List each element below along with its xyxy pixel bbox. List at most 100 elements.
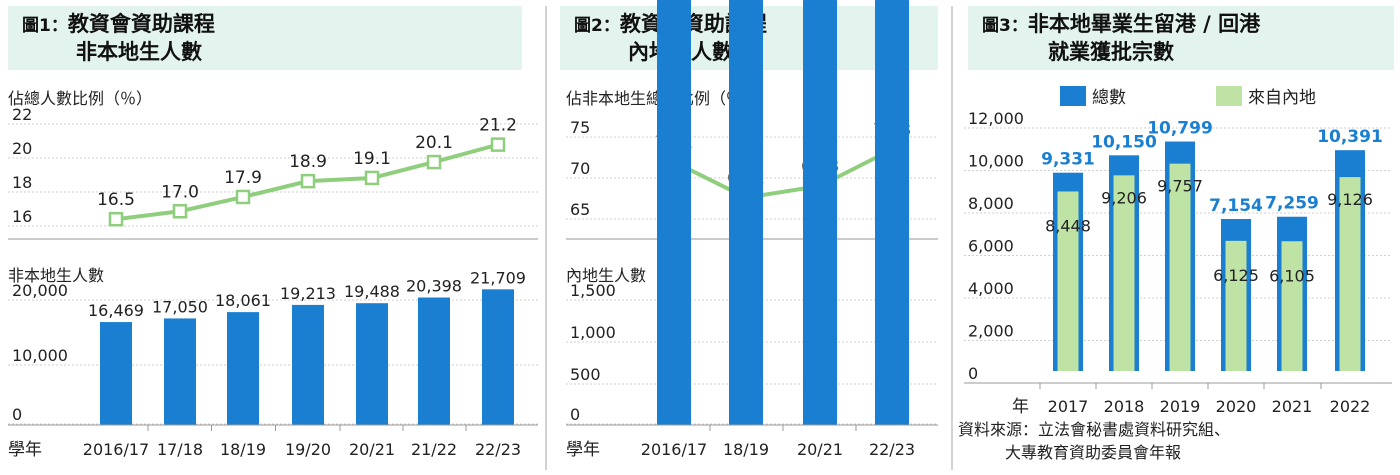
- chart1-line-point: [235, 189, 251, 205]
- chart3-bar-category-label: 2020: [1216, 397, 1257, 416]
- chart1-bar-bar: [227, 312, 259, 425]
- chart3-bar-legend-swatch: [1216, 86, 1242, 106]
- chart3-bar-category-label: 2021: [1272, 397, 1313, 416]
- chart3-bar-ytick-label: 0: [968, 364, 978, 383]
- chart3-bar-category-label: 2017: [1048, 397, 1089, 416]
- chart3-bar-data-label-mainland: 9,206: [1101, 188, 1147, 207]
- chart2-bar-category-label: 22/23: [869, 440, 915, 459]
- chart1-bar-category-label: 19/20: [285, 440, 331, 459]
- chart1-bar-category-label: 21/22: [411, 440, 457, 459]
- chart3-bar-ytick-label: 8,000: [968, 194, 1014, 213]
- chart1-line-ytick-label: 16: [12, 207, 32, 226]
- chart1-line-point: [108, 211, 124, 227]
- chart1-line-point: [300, 173, 316, 189]
- chart2-bar-ytick-label: 1,500: [570, 281, 616, 300]
- chart3-bar-ytick-label: 6,000: [968, 237, 1014, 256]
- chart3-title-line1: 非本地畢業生留港 / 回港: [1027, 12, 1261, 36]
- chart2-bar-category-label: 2016/17: [641, 440, 707, 459]
- chart3-bar-data-label-total: 10,391: [1317, 127, 1383, 147]
- chart2-bar-ylabel: 內地生人數: [566, 266, 646, 285]
- chart1-bar-bar: [482, 289, 514, 425]
- chart1-bar-data-label: 20,398: [406, 277, 462, 296]
- chart1-line-data-label: 16.5: [97, 190, 135, 210]
- chart1-bar-ytick-label: 20,000: [12, 281, 68, 300]
- chart1-line-point: [364, 170, 380, 186]
- chart3-bar-ytick-label: 4,000: [968, 279, 1014, 298]
- chart3-bar-data-label-mainland: 6,125: [1213, 266, 1259, 285]
- chart3-bar-data-label-mainland: 6,105: [1269, 266, 1315, 285]
- chart1-line-data-label: 19.1: [353, 149, 391, 169]
- chart1-line-ytick-label: 18: [12, 173, 32, 192]
- chart1-title-line2: 非本地生人數: [76, 40, 202, 64]
- chart3-bar-xlabel: 年: [1012, 397, 1029, 417]
- chart1-bar-data-label: 16,469: [88, 301, 144, 320]
- chart3-bar-data-label-total: 7,259: [1265, 194, 1319, 214]
- chart3-bar-bar-mainland: [1113, 175, 1135, 371]
- chart1-bar-category-label: 17/18: [157, 440, 203, 459]
- chart3-bar-bar-mainland: [1225, 240, 1247, 371]
- chart1-bar-category-label: 22/23: [475, 440, 521, 459]
- chart2-line-ytick-label: 65: [570, 200, 590, 219]
- chart2-bar-bar: [875, 0, 909, 425]
- chart2-bar-bar: [729, 0, 763, 426]
- chart3-bar-legend-label: 來自內地: [1248, 88, 1316, 108]
- chart2-bar-xlabel: 學年: [566, 440, 600, 460]
- chart3-title: 圖3：非本地畢業生留港 / 回港 就業獲批宗數: [968, 6, 1394, 70]
- chart1-bar-data-label: 18,061: [215, 291, 271, 310]
- chart2-bar-category-label: 20/21: [797, 440, 843, 459]
- chart3-bar-data-label-mainland: 8,448: [1045, 216, 1091, 235]
- chart2-bar-bar: [657, 0, 691, 425]
- chart1-bar-bar: [418, 297, 450, 425]
- chart1-bar-ylabel: 非本地生人數: [8, 266, 104, 285]
- chart3-bar-ytick-label: 2,000: [968, 322, 1014, 341]
- chart3-bar-legend-swatch: [1060, 86, 1086, 106]
- chart1-line-ytick-label: 22: [12, 105, 32, 124]
- chart1-line-data-label: 20.1: [415, 133, 453, 153]
- chart3-bar-ytick-label: 12,000: [968, 109, 1024, 128]
- chart1-bar-data-label: 17,050: [152, 297, 208, 316]
- chart3-bar-bar-mainland: [1057, 191, 1079, 371]
- chart3-bar-category-label: 2018: [1104, 397, 1145, 416]
- chart1-bar-bar: [356, 303, 388, 425]
- chart1-bar-ytick-label: 10,000: [12, 346, 68, 365]
- chart3-bar-ytick-label: 10,000: [968, 152, 1024, 171]
- chart1-bar-ytick-label: 0: [12, 405, 22, 424]
- chart3-bar-data-label-total: 9,331: [1041, 150, 1095, 170]
- chart1-line-ytick-label: 20: [12, 139, 32, 158]
- chart3-bar-category-label: 2019: [1160, 397, 1201, 416]
- chart1-line-point: [490, 137, 506, 152]
- chart2-line-ytick-label: 70: [570, 159, 590, 178]
- chart3-bar-category-label: 2022: [1330, 397, 1371, 416]
- chart1-title-line1: 教資會資助課程: [67, 12, 215, 36]
- chart3-bar-data-label-total: 10,150: [1091, 132, 1157, 152]
- chart1-title-prefix: 圖1：: [22, 16, 68, 36]
- chart3-title-line2: 就業獲批宗數: [1048, 40, 1174, 64]
- chart3-bar-bar-mainland: [1339, 177, 1361, 371]
- chart2-bar-ytick-label: 1,000: [570, 323, 616, 342]
- chart1-line-data-label: 17.9: [224, 168, 262, 188]
- chart1-bar-category-label: 2016/17: [83, 440, 149, 459]
- chart1-bar-xlabel: 學年: [8, 440, 42, 460]
- chart1-bar-category-label: 20/21: [349, 440, 395, 459]
- chart2-bar-category-label: 18/19: [723, 440, 769, 459]
- chart2-bar-bar: [803, 0, 837, 425]
- chart1-bar-bar: [164, 318, 196, 425]
- chart1-line-data-label: 21.2: [479, 116, 517, 136]
- source-line1: 資料來源：立法會秘書處資料研究組、: [958, 420, 1231, 439]
- chart1-line-point: [426, 154, 442, 170]
- chart2-bar-ytick-label: 0: [570, 405, 580, 424]
- chart3-bar-data-label-total: 10,799: [1147, 119, 1213, 139]
- chart1-line-ylabel: 佔總人數比例（％）: [8, 89, 152, 108]
- chart3-bar-bar-mainland: [1169, 163, 1191, 371]
- chart1-bar-data-label: 19,213: [280, 284, 336, 303]
- chart1-line-data-label: 17.0: [161, 182, 199, 202]
- chart3-title-prefix: 圖3：: [982, 16, 1028, 36]
- chart1-line-point: [172, 204, 188, 219]
- chart3-bar-data-label-total: 7,154: [1209, 196, 1263, 216]
- chart1-bar-bar: [292, 304, 324, 425]
- chart1-bar-category-label: 18/19: [220, 440, 266, 459]
- chart1-title: 圖1：教資會資助課程 非本地生人數: [8, 6, 522, 70]
- chart1-bar-data-label: 19,488: [344, 282, 400, 301]
- chart2-line-ytick-label: 75: [570, 118, 590, 137]
